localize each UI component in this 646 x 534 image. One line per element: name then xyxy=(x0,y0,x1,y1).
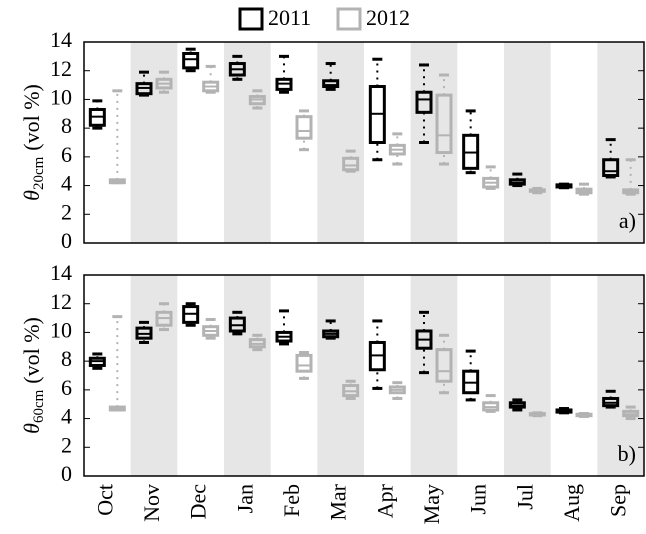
y-tick-label: 12 xyxy=(50,289,72,314)
y-tick-label: 14 xyxy=(50,27,72,52)
band xyxy=(597,275,644,476)
box xyxy=(435,93,453,155)
x-tick-label: May xyxy=(419,484,444,524)
legend-swatch xyxy=(238,7,264,31)
legend-label: 2011 xyxy=(268,5,311,30)
x-tick-label: Mar xyxy=(326,483,351,520)
x-tick-label: Dec xyxy=(186,484,211,520)
y-axis-label: θ60cm (vol %) xyxy=(19,317,47,434)
band xyxy=(597,42,644,243)
y-tick-label: 6 xyxy=(61,375,72,400)
y-label-unit: (vol %) xyxy=(19,317,44,384)
y-label-subscript: 60cm xyxy=(31,389,47,423)
box xyxy=(322,79,340,89)
band xyxy=(504,42,551,243)
y-label-subscript: 20cm xyxy=(31,156,47,190)
plot-frame xyxy=(83,41,645,244)
y-tick-label: 4 xyxy=(61,171,72,196)
y-tick-label: 10 xyxy=(50,317,72,342)
y-tick-label: 2 xyxy=(61,199,72,224)
y-tick-label: 6 xyxy=(61,142,72,167)
y-label-symbol: θ xyxy=(19,423,44,434)
band xyxy=(130,275,178,476)
x-tick-label: Nov xyxy=(139,484,164,522)
band xyxy=(317,275,364,476)
y-tick-label: 8 xyxy=(61,346,72,371)
y-tick-label: 10 xyxy=(50,84,72,109)
x-tick-label: Apr xyxy=(372,483,397,518)
y-tick-label: 0 xyxy=(61,461,72,486)
y-label-unit: (vol %) xyxy=(19,84,44,151)
y-tick-label: 8 xyxy=(61,113,72,138)
y-tick-label: 0 xyxy=(61,228,72,253)
y-tick-label: 14 xyxy=(50,260,72,285)
legend-swatch xyxy=(336,7,362,31)
box xyxy=(602,158,620,178)
box xyxy=(182,51,200,70)
x-tick-label: Jul xyxy=(512,484,537,510)
x-tick-label: Aug xyxy=(559,484,584,522)
plot-frame xyxy=(83,274,645,477)
x-tick-label: Feb xyxy=(279,484,304,517)
panel-label: b) xyxy=(618,441,636,466)
box xyxy=(435,348,453,383)
x-tick-label: Oct xyxy=(92,484,117,516)
box xyxy=(342,156,360,172)
box xyxy=(295,115,313,140)
band xyxy=(317,42,364,243)
box xyxy=(295,353,313,373)
band xyxy=(504,275,551,476)
y-axis-label: θ20cm (vol %) xyxy=(19,84,47,201)
band xyxy=(224,275,271,476)
legend-label: 2012 xyxy=(366,5,410,30)
x-tick-label: Sep xyxy=(606,484,631,517)
y-label-symbol: θ xyxy=(19,190,44,201)
x-tick-label: Jun xyxy=(466,484,491,515)
band xyxy=(130,42,178,243)
panel-label: a) xyxy=(619,208,636,233)
box xyxy=(415,90,433,114)
y-tick-label: 12 xyxy=(50,56,72,81)
x-tick-label: Jan xyxy=(232,484,257,513)
y-tick-label: 2 xyxy=(61,432,72,457)
y-tick-label: 4 xyxy=(61,404,72,429)
